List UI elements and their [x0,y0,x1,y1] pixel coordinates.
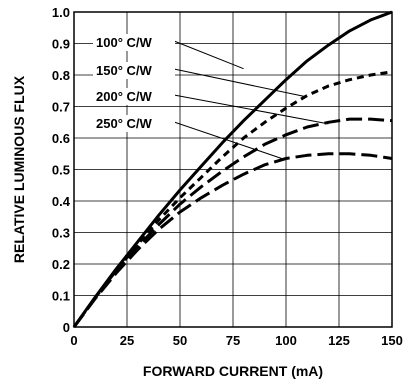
y-tick-label: 0.7 [52,100,70,115]
series-line-2 [72,70,393,328]
series-label-4: 250° C/W [96,116,153,131]
series-line-3 [72,117,393,328]
series-label-bg [93,115,175,132]
y-tick-label: 1.0 [52,5,70,20]
series-label-bg [93,62,175,79]
y-tick-label: 0 [63,320,70,335]
y-tick-label: 0.3 [52,226,70,241]
y-tick-label: 0.2 [52,257,70,272]
series-label-bg [93,88,175,105]
series-label-3: 200° C/W [96,89,153,104]
plot-frame [73,11,393,328]
series-lines [72,10,393,328]
x-tick-label: 125 [328,333,350,348]
series-label-bg [93,34,175,51]
x-tick-label: 0 [70,333,77,348]
grid [73,11,393,328]
y-tick-label: 0.1 [52,289,70,304]
label-leader-3 [173,94,329,125]
x-tick-label: 100 [275,333,297,348]
tick-labels: 0 25 50 75 100 125 150 0 0.1 0.2 0.3 0.4 0.5 0.6 0.7 0.… [52,5,403,348]
label-leader-lines [173,40,329,159]
label-leader-4 [173,121,282,159]
y-tick-label: 0.9 [52,37,70,52]
y-tick-label: 0.8 [52,68,70,83]
series-label-2: 150° C/W [96,63,153,78]
series-label-1: 100° C/W [96,35,153,50]
x-tick-label: 50 [173,333,187,348]
x-tick-label: 150 [381,333,403,348]
x-tick-label: 25 [120,333,134,348]
y-axis-title: RELATIVE LUMINOUS FLUX [11,75,27,263]
y-tick-label: 0.6 [52,131,70,146]
label-leader-1 [173,40,244,70]
label-leader-2 [173,68,308,98]
x-tick-label: 75 [226,333,240,348]
x-axis-title: FORWARD CURRENT (mA) [143,363,323,379]
series-labels: 100° C/W 150° C/W 200° C/W 250° C/W [93,34,175,132]
y-tick-label: 0.5 [52,163,70,178]
y-tick-label: 0.4 [52,194,71,209]
